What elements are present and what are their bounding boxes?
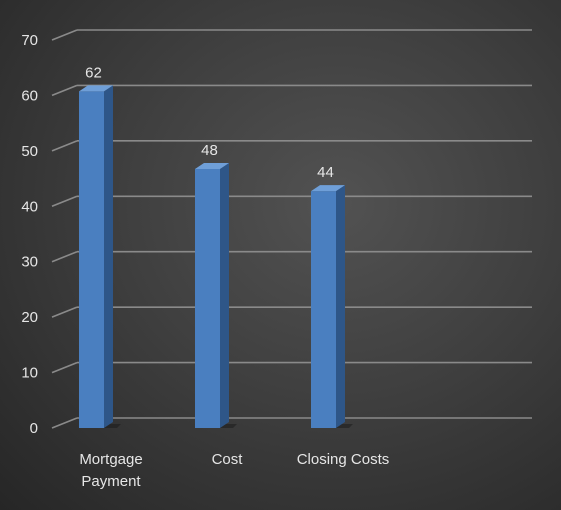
x-axis-category-labels: Mortgage Payment Cost Closing Costs — [79, 451, 389, 490]
category-label: Closing Costs — [297, 451, 390, 468]
y-tick-label: 70 — [21, 32, 38, 49]
data-label: 48 — [201, 142, 218, 159]
bar-side-face — [104, 85, 113, 428]
y-tick-label: 0 — [30, 420, 38, 437]
gridline-wall-segment — [51, 140, 78, 152]
gridline-wall-segment — [51, 361, 78, 374]
category-label-line: Payment — [81, 473, 141, 490]
data-label: 62 — [85, 64, 102, 81]
gridline — [51, 84, 532, 97]
category-label-line: Cost — [212, 451, 244, 468]
gridline — [51, 250, 532, 263]
gridline — [51, 306, 532, 318]
y-tick-label: 50 — [21, 143, 38, 160]
y-tick-label: 40 — [21, 198, 38, 215]
y-tick-label: 60 — [21, 87, 38, 104]
bar-top-face — [311, 185, 345, 192]
gridline — [51, 361, 532, 374]
gridlines — [51, 29, 532, 429]
bar — [195, 162, 237, 428]
category-label-line: Closing Costs — [297, 451, 390, 468]
bar — [311, 185, 353, 428]
bar — [79, 85, 121, 428]
category-label-line: Mortgage — [79, 451, 142, 468]
gridline-wall-segment — [51, 250, 78, 263]
bars — [79, 85, 353, 428]
bar-side-face — [336, 185, 345, 428]
bar-top-face — [195, 162, 229, 169]
gridline-wall-segment — [51, 417, 78, 429]
category-label: Cost — [212, 451, 244, 468]
bar-side-face — [220, 162, 229, 428]
bar-front-face — [195, 168, 220, 428]
y-axis-tick-labels: 0 10 20 30 40 50 60 70 — [21, 32, 38, 437]
data-label: 44 — [317, 164, 334, 181]
gridline-wall-segment — [51, 29, 78, 41]
gridline-wall-segment — [51, 306, 78, 318]
gridline — [51, 417, 532, 429]
gridline-wall-segment — [51, 84, 78, 97]
data-labels: 62 48 44 — [85, 64, 334, 181]
bar-top-face — [79, 85, 113, 92]
y-tick-label: 10 — [21, 365, 38, 382]
gridline-wall-segment — [51, 195, 78, 208]
bar-front-face — [79, 91, 104, 428]
gridline — [51, 29, 532, 41]
gridline — [51, 195, 532, 208]
gridline — [51, 140, 532, 152]
y-tick-label: 20 — [21, 309, 38, 326]
category-label: Mortgage Payment — [79, 451, 142, 490]
y-tick-label: 30 — [21, 254, 38, 271]
bar-front-face — [311, 191, 336, 428]
